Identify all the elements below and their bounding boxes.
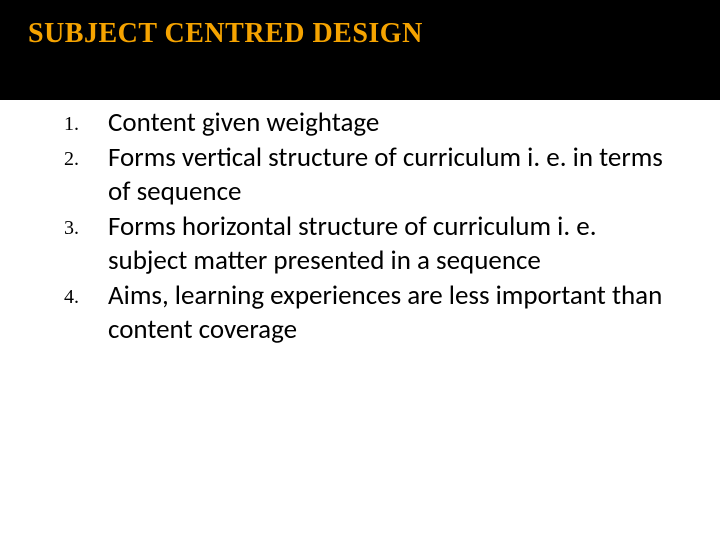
- body-area: Content given weightage Forms vertical s…: [0, 100, 720, 348]
- list-item-text: Forms vertical structure of curriculum i…: [108, 141, 663, 209]
- title-band: SUBJECT CENTRED DESIGN: [0, 0, 720, 100]
- list-item: Aims, learning experiences are less impo…: [64, 279, 680, 348]
- points-list: Content given weightage Forms vertical s…: [64, 106, 680, 348]
- list-item: Forms horizontal structure of curriculum…: [64, 210, 680, 279]
- list-item-text: Forms horizontal structure of curriculum…: [108, 210, 597, 278]
- list-item: Forms vertical structure of curriculum i…: [64, 141, 680, 210]
- list-item-text: Content given weightage: [108, 106, 379, 139]
- slide: SUBJECT CENTRED DESIGN Content given wei…: [0, 0, 720, 540]
- slide-title: SUBJECT CENTRED DESIGN: [28, 18, 692, 50]
- list-item: Content given weightage: [64, 106, 680, 141]
- list-item-text: Aims, learning experiences are less impo…: [108, 279, 662, 347]
